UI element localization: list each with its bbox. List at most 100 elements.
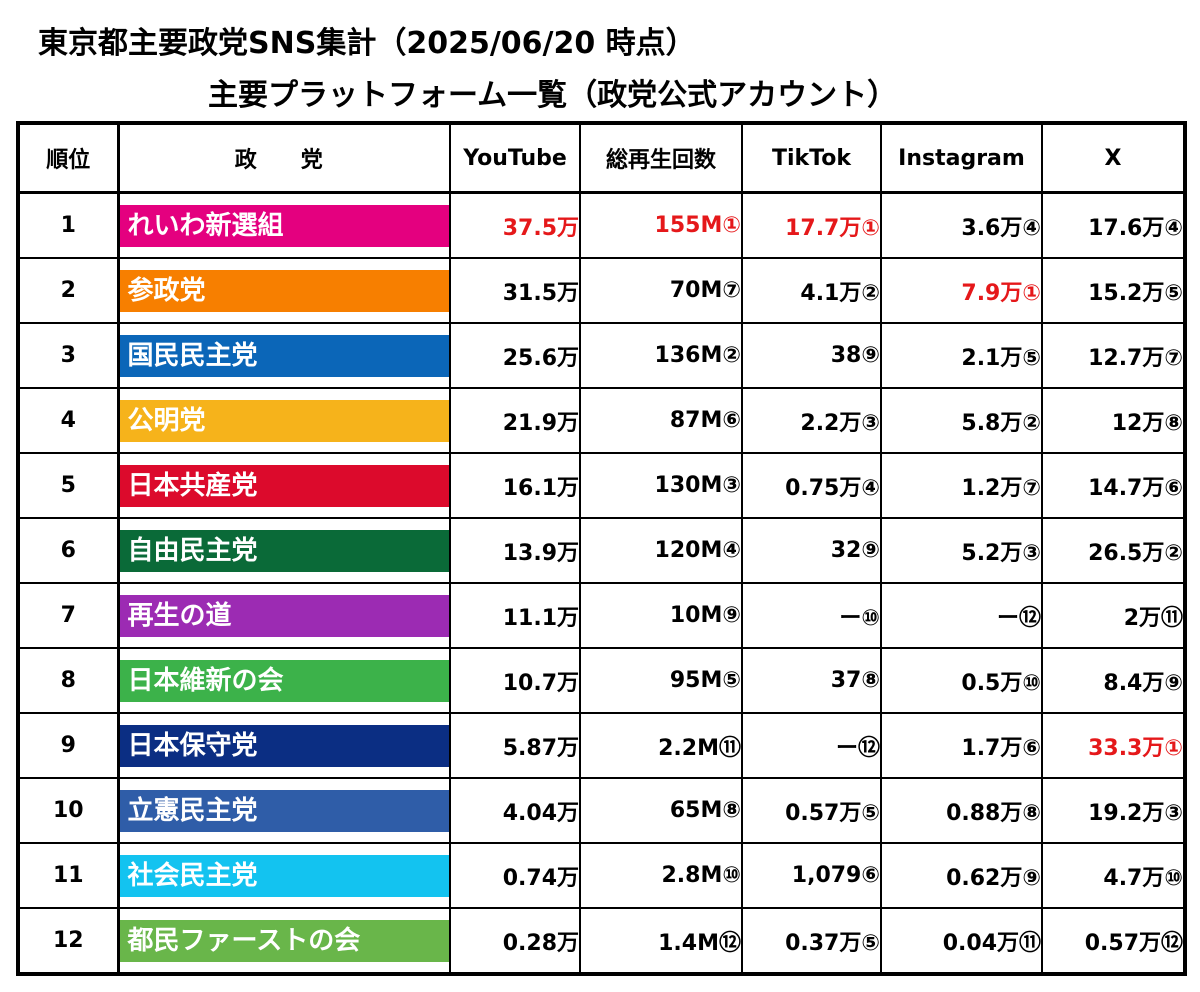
rank-cell: 2 <box>17 257 120 324</box>
tiktok-cell: 0.75万④ <box>741 452 882 519</box>
rank-cell: 5 <box>17 452 120 519</box>
party-cell: 日本共産党 <box>117 452 451 519</box>
instagram-cell: 5.8万② <box>880 387 1043 454</box>
party-name-badge: 社会民主党 <box>119 854 449 897</box>
party-name-badge: 日本共産党 <box>119 464 449 507</box>
table-row: 1 れいわ新選組 37.5万 155M① 17.7万① 3.6万④ 17.6万④ <box>17 191 1186 259</box>
total-views-cell: 87M⑥ <box>579 387 743 454</box>
tiktok-cell: 2.2万③ <box>741 387 882 454</box>
youtube-cell: 31.5万 <box>449 257 581 324</box>
x-cell: 14.7万⑥ <box>1041 452 1186 519</box>
party-cell: 再生の道 <box>117 582 451 649</box>
youtube-cell: 0.74万 <box>449 842 581 909</box>
instagram-cell: 0.04万⑪ <box>880 907 1043 975</box>
party-cell: 日本保守党 <box>117 712 451 779</box>
header-tiktok: TikTok <box>741 122 882 194</box>
party-cell: 都民ファーストの会 <box>117 907 451 975</box>
table-row: 10 立憲民主党 4.04万 65M⑧ 0.57万⑤ 0.88万⑧ 19.2万③ <box>17 777 1186 844</box>
table-row: 6 自由民主党 13.9万 120M④ 32⑨ 5.2万③ 26.5万② <box>17 517 1186 584</box>
rank-cell: 12 <box>17 907 120 975</box>
party-name-badge: 公明党 <box>119 399 449 442</box>
table-row: 12 都民ファーストの会 0.28万 1.4M⑫ 0.37万⑤ 0.04万⑪ 0.57万⑫ <box>17 907 1186 975</box>
party-name-badge: れいわ新選組 <box>119 204 449 247</box>
rank-cell: 10 <box>17 777 120 844</box>
instagram-cell: 7.9万① <box>880 257 1043 324</box>
tiktok-cell: ー⑫ <box>741 712 882 779</box>
youtube-cell: 37.5万 <box>449 191 581 259</box>
total-views-cell: 2.8M⑩ <box>579 842 743 909</box>
youtube-cell: 21.9万 <box>449 387 581 454</box>
rank-cell: 8 <box>17 647 120 714</box>
table-row: 5 日本共産党 16.1万 130M③ 0.75万④ 1.2万⑦ 14.7万⑥ <box>17 452 1186 519</box>
x-cell: 2万⑪ <box>1041 582 1186 649</box>
header-total-views: 総再生回数 <box>579 122 743 194</box>
header-instagram: Instagram <box>880 122 1043 194</box>
x-cell: 17.6万④ <box>1041 191 1186 259</box>
tiktok-cell: 32⑨ <box>741 517 882 584</box>
party-cell: 立憲民主党 <box>117 777 451 844</box>
total-views-cell: 120M④ <box>579 517 743 584</box>
party-cell: 社会民主党 <box>117 842 451 909</box>
page-title: 東京都主要政党SNS集計（2025/06/20 時点） <box>38 26 696 61</box>
x-cell: 4.7万⑩ <box>1041 842 1186 909</box>
instagram-cell: 0.5万⑩ <box>880 647 1043 714</box>
instagram-cell: 0.88万⑧ <box>880 777 1043 844</box>
instagram-cell: 2.1万⑤ <box>880 322 1043 389</box>
rank-cell: 11 <box>17 842 120 909</box>
rank-cell: 7 <box>17 582 120 649</box>
instagram-cell: 3.6万④ <box>880 191 1043 259</box>
party-cell: 国民民主党 <box>117 322 451 389</box>
page-subtitle: 主要プラットフォーム一覧（政党公式アカウント） <box>208 78 898 113</box>
x-cell: 12.7万⑦ <box>1041 322 1186 389</box>
party-name-badge: 日本保守党 <box>119 724 449 767</box>
table-row: 3 国民民主党 25.6万 136M② 38⑨ 2.1万⑤ 12.7万⑦ <box>17 322 1186 389</box>
total-views-cell: 65M⑧ <box>579 777 743 844</box>
rank-cell: 9 <box>17 712 120 779</box>
header-x: X <box>1041 122 1186 194</box>
total-views-cell: 95M⑤ <box>579 647 743 714</box>
total-views-cell: 70M⑦ <box>579 257 743 324</box>
youtube-cell: 16.1万 <box>449 452 581 519</box>
party-cell: 自由民主党 <box>117 517 451 584</box>
party-name-badge: 日本維新の会 <box>119 659 449 702</box>
instagram-cell: 5.2万③ <box>880 517 1043 584</box>
tiktok-cell: 37⑧ <box>741 647 882 714</box>
table-row: 2 参政党 31.5万 70M⑦ 4.1万② 7.9万① 15.2万⑤ <box>17 257 1186 324</box>
total-views-cell: 1.4M⑫ <box>579 907 743 975</box>
tiktok-cell: 0.57万⑤ <box>741 777 882 844</box>
party-cell: 公明党 <box>117 387 451 454</box>
youtube-cell: 25.6万 <box>449 322 581 389</box>
x-cell: 12万⑧ <box>1041 387 1186 454</box>
tiktok-cell: 17.7万① <box>741 191 882 259</box>
party-cell: れいわ新選組 <box>117 191 451 259</box>
header-rank: 順位 <box>17 122 120 194</box>
table-row: 8 日本維新の会 10.7万 95M⑤ 37⑧ 0.5万⑩ 8.4万⑨ <box>17 647 1186 714</box>
rank-cell: 4 <box>17 387 120 454</box>
party-name-badge: 都民ファーストの会 <box>119 919 449 962</box>
rank-cell: 3 <box>17 322 120 389</box>
party-cell: 参政党 <box>117 257 451 324</box>
tiktok-cell: 0.37万⑤ <box>741 907 882 975</box>
instagram-cell: 0.62万⑨ <box>880 842 1043 909</box>
youtube-cell: 5.87万 <box>449 712 581 779</box>
youtube-cell: 11.1万 <box>449 582 581 649</box>
party-name-badge: 再生の道 <box>119 594 449 637</box>
total-views-cell: 2.2M⑪ <box>579 712 743 779</box>
total-views-cell: 155M① <box>579 191 743 259</box>
youtube-cell: 13.9万 <box>449 517 581 584</box>
table-row: 9 日本保守党 5.87万 2.2M⑪ ー⑫ 1.7万⑥ 33.3万① <box>17 712 1186 779</box>
x-cell: 26.5万② <box>1041 517 1186 584</box>
total-views-cell: 136M② <box>579 322 743 389</box>
header-youtube: YouTube <box>449 122 581 194</box>
rank-cell: 6 <box>17 517 120 584</box>
party-name-badge: 立憲民主党 <box>119 789 449 832</box>
x-cell: 0.57万⑫ <box>1041 907 1186 975</box>
table-row: 7 再生の道 11.1万 10M⑨ ー⑩ ー⑫ 2万⑪ <box>17 582 1186 649</box>
youtube-cell: 0.28万 <box>449 907 581 975</box>
tiktok-cell: 38⑨ <box>741 322 882 389</box>
x-cell: 19.2万③ <box>1041 777 1186 844</box>
instagram-cell: 1.7万⑥ <box>880 712 1043 779</box>
instagram-cell: ー⑫ <box>880 582 1043 649</box>
table-header-row: 順位 政 党 YouTube 総再生回数 TikTok Instagram X <box>17 122 1186 194</box>
tiktok-cell: 4.1万② <box>741 257 882 324</box>
